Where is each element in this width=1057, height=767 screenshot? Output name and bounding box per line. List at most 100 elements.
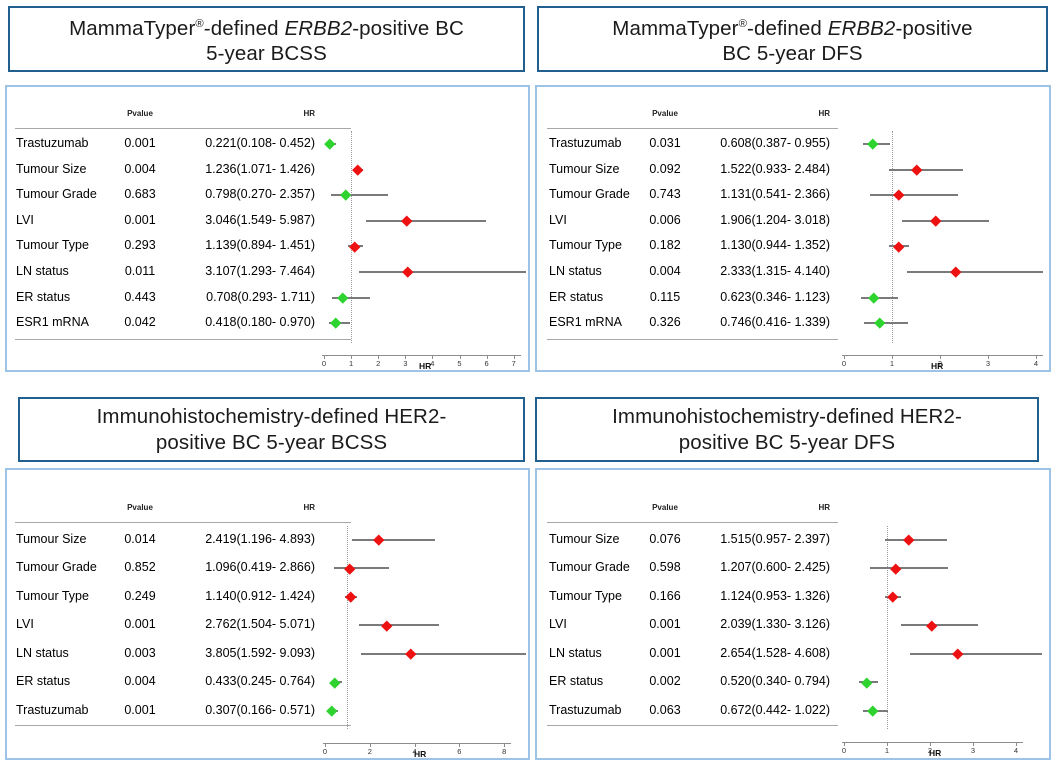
row-hr-ci-text: 3.107(1.293- 7.464) bbox=[205, 264, 315, 278]
hr-point-marker bbox=[340, 189, 351, 201]
row-hr-ci-text: 0.623(0.346- 1.123) bbox=[720, 289, 830, 304]
row-pvalue: 0.004 bbox=[124, 674, 156, 689]
x-axis-tick-label: 5 bbox=[457, 359, 462, 368]
row-pvalue: 0.006 bbox=[649, 212, 681, 227]
row-label: Trastuzumab bbox=[549, 702, 622, 717]
row-pvalue: 0.743 bbox=[649, 187, 681, 202]
row-pvalue: 0.293 bbox=[124, 238, 156, 253]
x-axis-tick-label: 7 bbox=[511, 359, 516, 368]
row-pvalue: 0.001 bbox=[649, 645, 681, 660]
x-axis-tick-label: 4 bbox=[1013, 746, 1019, 755]
row-pvalue: 0.166 bbox=[649, 588, 681, 603]
row-hr-ci-text: 2.333(1.315- 4.140) bbox=[720, 264, 830, 278]
x-axis-tick bbox=[513, 356, 515, 359]
row-label: Tumour Grade bbox=[16, 560, 97, 575]
x-axis-title: HR bbox=[931, 361, 944, 371]
hr-point-marker bbox=[330, 317, 341, 329]
x-axis-tick bbox=[369, 744, 371, 747]
header-rule bbox=[15, 128, 351, 129]
panel-title-text: MammaTyper®-defined ERBB2-positive BC 5-y… bbox=[69, 16, 464, 66]
row-hr-ci-text: 0.418(0.180- 0.970) bbox=[205, 315, 315, 330]
confidence-interval-line bbox=[909, 652, 1043, 655]
row-label: ER status bbox=[549, 674, 604, 689]
row-pvalue: 0.011 bbox=[124, 264, 156, 278]
x-axis-tick bbox=[844, 356, 845, 359]
row-pvalue: 0.042 bbox=[124, 315, 156, 330]
x-axis-tick bbox=[432, 356, 434, 359]
x-axis-tick bbox=[459, 744, 461, 747]
row-hr-ci-text: 1.096(0.419- 2.866) bbox=[205, 560, 315, 575]
x-axis-tick bbox=[351, 356, 353, 359]
x-axis-tick-label: 6 bbox=[457, 747, 462, 756]
x-axis-tick bbox=[930, 743, 931, 746]
row-label: LVI bbox=[549, 617, 567, 632]
hr-point-marker bbox=[337, 292, 349, 303]
row-hr-ci-text: 1.515(0.957- 2.397) bbox=[720, 532, 830, 546]
row-label: ER status bbox=[549, 289, 604, 304]
row-hr-ci-text: 2.419(1.196- 4.893) bbox=[205, 532, 315, 546]
x-axis-tick bbox=[325, 744, 326, 747]
x-axis-tick-label: 1 bbox=[349, 359, 354, 368]
x-axis-tick bbox=[405, 356, 407, 359]
confidence-interval-line bbox=[360, 652, 526, 655]
row-pvalue: 0.002 bbox=[649, 674, 681, 689]
hr-point-marker bbox=[329, 676, 340, 688]
reference-line-hr1 bbox=[892, 131, 893, 343]
row-hr-ci-text: 2.654(1.528- 4.608) bbox=[720, 645, 830, 660]
x-axis-title: HR bbox=[419, 361, 432, 371]
row-label: LN status bbox=[549, 645, 602, 660]
row-label: Tumour Type bbox=[16, 238, 89, 253]
row-pvalue: 0.683 bbox=[124, 187, 156, 202]
x-axis-tick bbox=[892, 356, 893, 359]
row-pvalue: 0.182 bbox=[649, 238, 681, 253]
x-axis-line bbox=[322, 355, 521, 356]
confidence-interval-line bbox=[366, 219, 487, 222]
x-axis-title: HR bbox=[929, 748, 942, 758]
row-pvalue: 0.598 bbox=[649, 560, 681, 575]
row-hr-ci-text: 0.708(0.293- 1.711) bbox=[206, 289, 315, 304]
hr-column-header: HR bbox=[818, 503, 830, 512]
header-rule bbox=[15, 522, 351, 523]
pvalue-column-header: Pvalue bbox=[652, 503, 678, 512]
row-hr-ci-text: 1.207(0.600- 2.425) bbox=[720, 560, 830, 575]
hr-point-marker bbox=[911, 164, 923, 175]
row-hr-ci-text: 1.139(0.894- 1.451) bbox=[205, 238, 315, 253]
pvalue-column-header: Pvalue bbox=[127, 109, 153, 118]
confidence-interval-line bbox=[901, 624, 979, 627]
row-hr-ci-text: 3.805(1.592- 9.093) bbox=[205, 645, 315, 660]
row-hr-ci-text: 1.124(0.953- 1.326) bbox=[720, 588, 830, 603]
row-hr-ci-text: 2.762(1.504- 5.071) bbox=[205, 617, 315, 632]
x-axis-tick-label: 1 bbox=[884, 746, 890, 755]
hr-point-marker bbox=[926, 620, 937, 631]
reference-line-hr1 bbox=[887, 526, 888, 729]
footer-rule bbox=[547, 339, 838, 340]
row-label: ER status bbox=[16, 289, 71, 304]
row-pvalue: 0.443 bbox=[124, 289, 156, 304]
row-hr-ci-text: 1.140(0.912- 1.424) bbox=[205, 588, 315, 603]
x-axis-tick bbox=[844, 743, 845, 746]
row-pvalue: 0.326 bbox=[649, 315, 681, 330]
x-axis-tick-label: 1 bbox=[889, 359, 895, 368]
hr-point-marker bbox=[324, 138, 336, 150]
hr-point-marker bbox=[867, 138, 879, 150]
hr-point-marker bbox=[867, 705, 879, 716]
row-label: ESR1 mRNA bbox=[549, 315, 622, 330]
confidence-interval-line bbox=[869, 567, 949, 570]
row-hr-ci-text: 2.039(1.330- 3.126) bbox=[720, 617, 830, 632]
confidence-interval-line bbox=[907, 271, 1043, 273]
row-label: LN status bbox=[549, 264, 602, 278]
hr-point-marker bbox=[892, 241, 904, 252]
confidence-interval-line bbox=[870, 194, 958, 197]
row-label: Tumour Size bbox=[16, 161, 87, 176]
row-hr-ci-text: 0.307(0.166- 0.571) bbox=[205, 702, 315, 717]
footer-rule bbox=[15, 339, 351, 340]
hr-column-header: HR bbox=[303, 109, 315, 118]
footer-rule bbox=[15, 725, 351, 726]
row-label: Tumour Type bbox=[16, 588, 89, 603]
row-pvalue: 0.092 bbox=[649, 161, 681, 176]
row-pvalue: 0.001 bbox=[124, 617, 156, 632]
row-label: Tumour Type bbox=[549, 238, 622, 253]
hr-point-marker bbox=[402, 266, 414, 278]
reference-line-hr1 bbox=[351, 131, 353, 343]
x-axis-tick-label: 4 bbox=[412, 747, 417, 756]
